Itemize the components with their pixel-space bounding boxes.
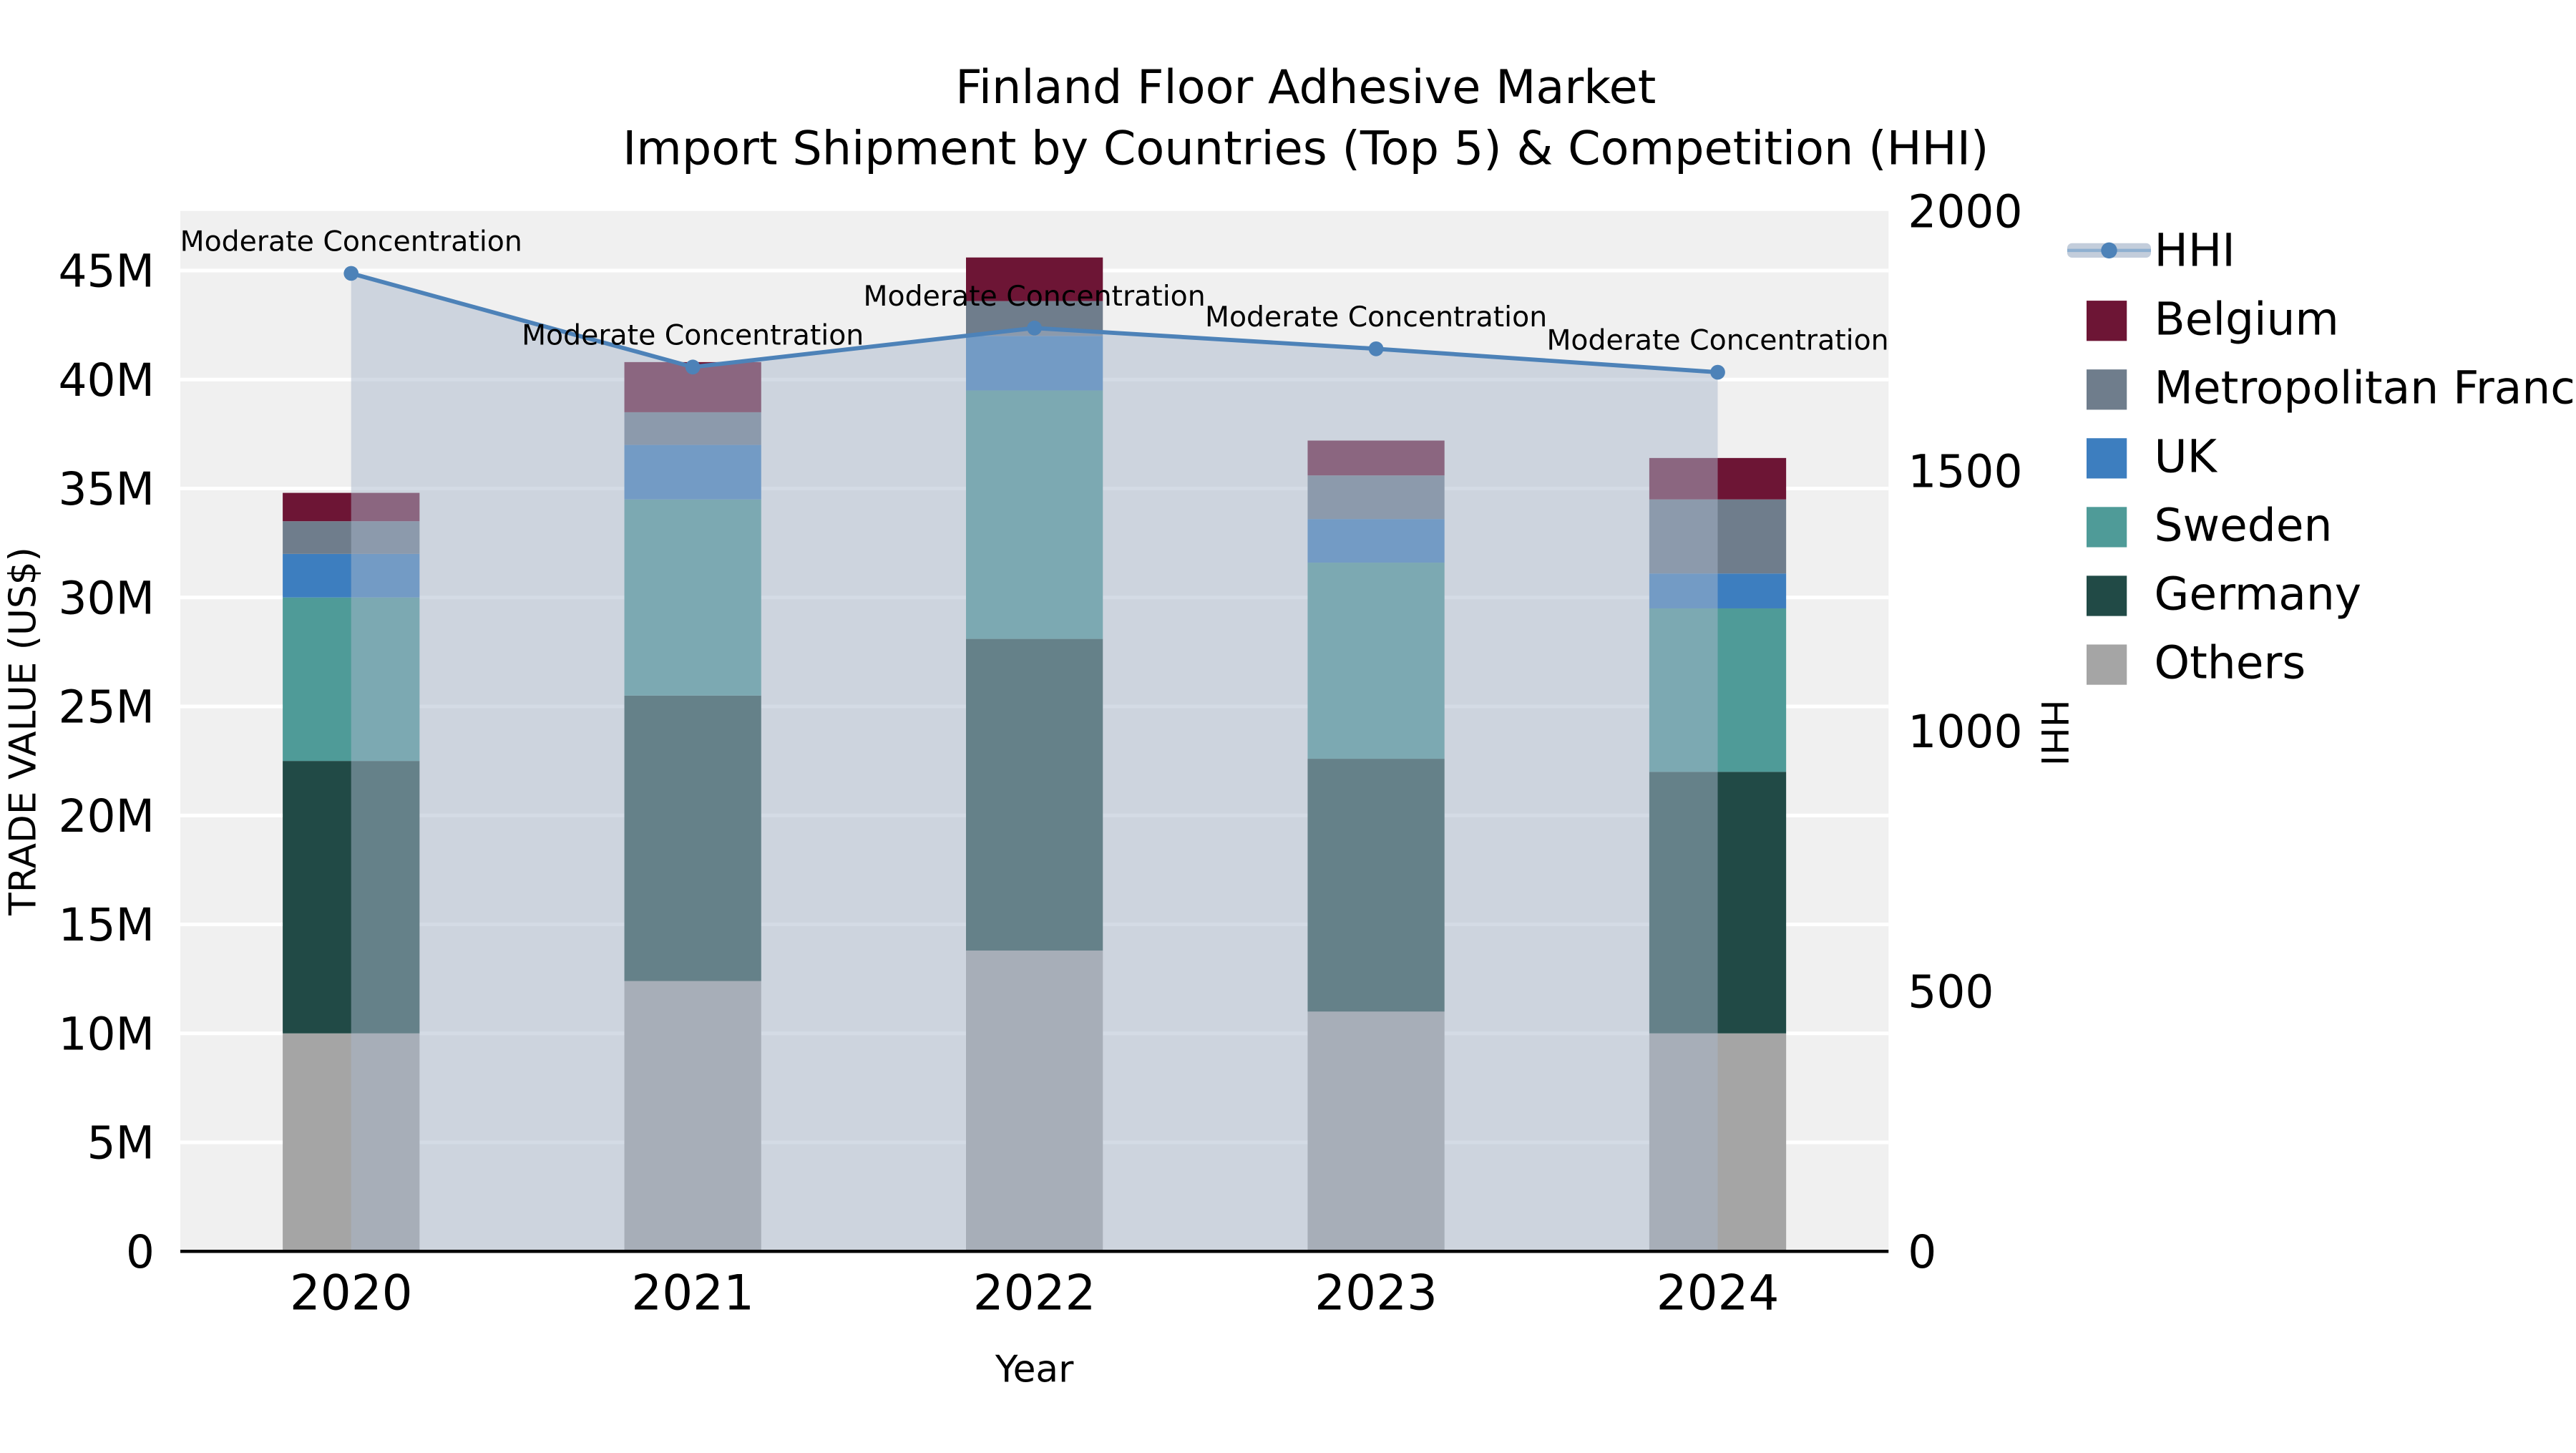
legend-swatch-belgium: [2087, 301, 2127, 341]
legend-item-belgium: Belgium: [2087, 293, 2339, 345]
y-right-tick-0: 0: [1908, 1226, 1936, 1278]
legend-swatch-uk: [2087, 438, 2127, 478]
legend-label-sweden: Sweden: [2155, 500, 2333, 552]
hhi-area-fill: [351, 273, 1718, 1251]
chart-title-line-1: Finland Floor Adhesive Market: [955, 60, 1656, 115]
legend-label-belgium: Belgium: [2155, 293, 2339, 345]
y-right-axis-title: HHI: [2032, 699, 2075, 766]
legend-item-hhi: HHI: [2067, 224, 2235, 276]
legend-swatch-metropolitan-france: [2087, 369, 2127, 409]
legend-item-metropolitan-france: Metropolitan France: [2087, 361, 2576, 414]
legend-item-germany: Germany: [2087, 568, 2361, 621]
annotation-2020: Moderate Concentration: [180, 225, 522, 258]
x-tick-2024: 2024: [1657, 1264, 1780, 1321]
y-left-tick-10M: 10M: [58, 1008, 155, 1060]
legend-hhi-marker: [2101, 243, 2117, 259]
legend-label-others: Others: [2155, 637, 2306, 689]
x-tick-2022: 2022: [973, 1264, 1096, 1321]
y-left-tick-5M: 5M: [87, 1117, 155, 1170]
legend-swatch-sweden: [2087, 507, 2127, 547]
y-left-tick-30M: 30M: [58, 572, 155, 624]
hhi-marker-2024: [1710, 365, 1725, 380]
y-right-tick-1000: 1000: [1908, 706, 2022, 758]
hhi-marker-2022: [1027, 321, 1042, 336]
x-tick-2020: 2020: [290, 1264, 413, 1321]
y-right-tick-1500: 1500: [1908, 446, 2022, 498]
legend-label-germany: Germany: [2155, 568, 2362, 621]
y-right-tick-2000: 2000: [1908, 185, 2022, 238]
y-left-axis-title: TRADE VALUE (US$): [1, 547, 44, 916]
y-left-tick-15M: 15M: [58, 899, 155, 951]
chart-title-line-2: Import Shipment by Countries (Top 5) & C…: [623, 122, 1989, 176]
hhi-marker-2021: [686, 359, 701, 374]
legend-swatch-germany: [2087, 575, 2127, 616]
legend-label-uk: UK: [2155, 430, 2218, 482]
y-left-tick-25M: 25M: [58, 681, 155, 734]
annotation-2023: Moderate Concentration: [1205, 301, 1547, 334]
x-axis-title: Year: [995, 1348, 1074, 1391]
y-left-tick-20M: 20M: [58, 790, 155, 842]
legend-item-sweden: Sweden: [2087, 500, 2332, 552]
annotation-2022: Moderate Concentration: [864, 280, 1206, 313]
hhi-marker-2020: [343, 266, 358, 281]
x-tick-2023: 2023: [1314, 1264, 1438, 1321]
hhi-marker-2023: [1369, 341, 1384, 356]
legend-label-hhi: HHI: [2155, 224, 2235, 276]
legend-item-others: Others: [2087, 637, 2306, 689]
legend-swatch-others: [2087, 644, 2127, 684]
x-tick-2021: 2021: [631, 1264, 754, 1321]
annotation-2021: Moderate Concentration: [522, 319, 864, 351]
y-left-tick-35M: 35M: [58, 463, 155, 515]
y-left-tick-40M: 40M: [58, 354, 155, 407]
y-left-tick-0: 0: [126, 1226, 155, 1278]
legend-label-metropolitan-france: Metropolitan France: [2155, 361, 2576, 414]
annotation-2024: Moderate Concentration: [1546, 324, 1888, 357]
legend-item-uk: UK: [2087, 430, 2218, 482]
y-right-tick-500: 500: [1908, 966, 1994, 1018]
y-left-tick-45M: 45M: [58, 246, 155, 298]
